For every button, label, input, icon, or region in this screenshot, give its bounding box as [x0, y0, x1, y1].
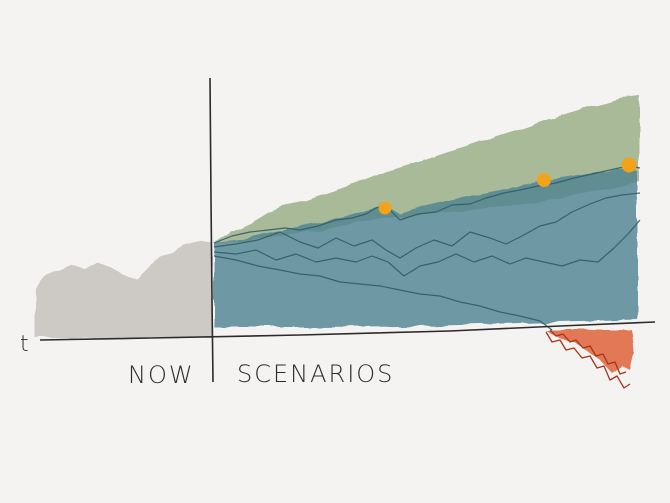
- scenarios-label: SCENARIOS: [237, 360, 394, 388]
- downside-line-1: [549, 329, 627, 375]
- downside-area: [545, 330, 634, 373]
- milestone-dot: [537, 173, 551, 187]
- scenario-line-mid-low: [213, 219, 641, 277]
- downside-line-2: [545, 331, 631, 389]
- scenario-line-mid-high: [213, 192, 641, 259]
- now-divider: [209, 77, 214, 383]
- scenario-line-lower: [213, 255, 553, 331]
- milestone-dot: [621, 157, 637, 173]
- history-area: [35, 241, 212, 338]
- axis-label-t: t: [20, 332, 29, 357]
- scenario-area: [214, 168, 638, 327]
- time-axis: [39, 321, 656, 341]
- milestone-dot: [378, 201, 392, 215]
- now-label: NOW: [128, 361, 195, 389]
- upside-area: [214, 96, 640, 243]
- scenario-line-upper: [213, 165, 641, 244]
